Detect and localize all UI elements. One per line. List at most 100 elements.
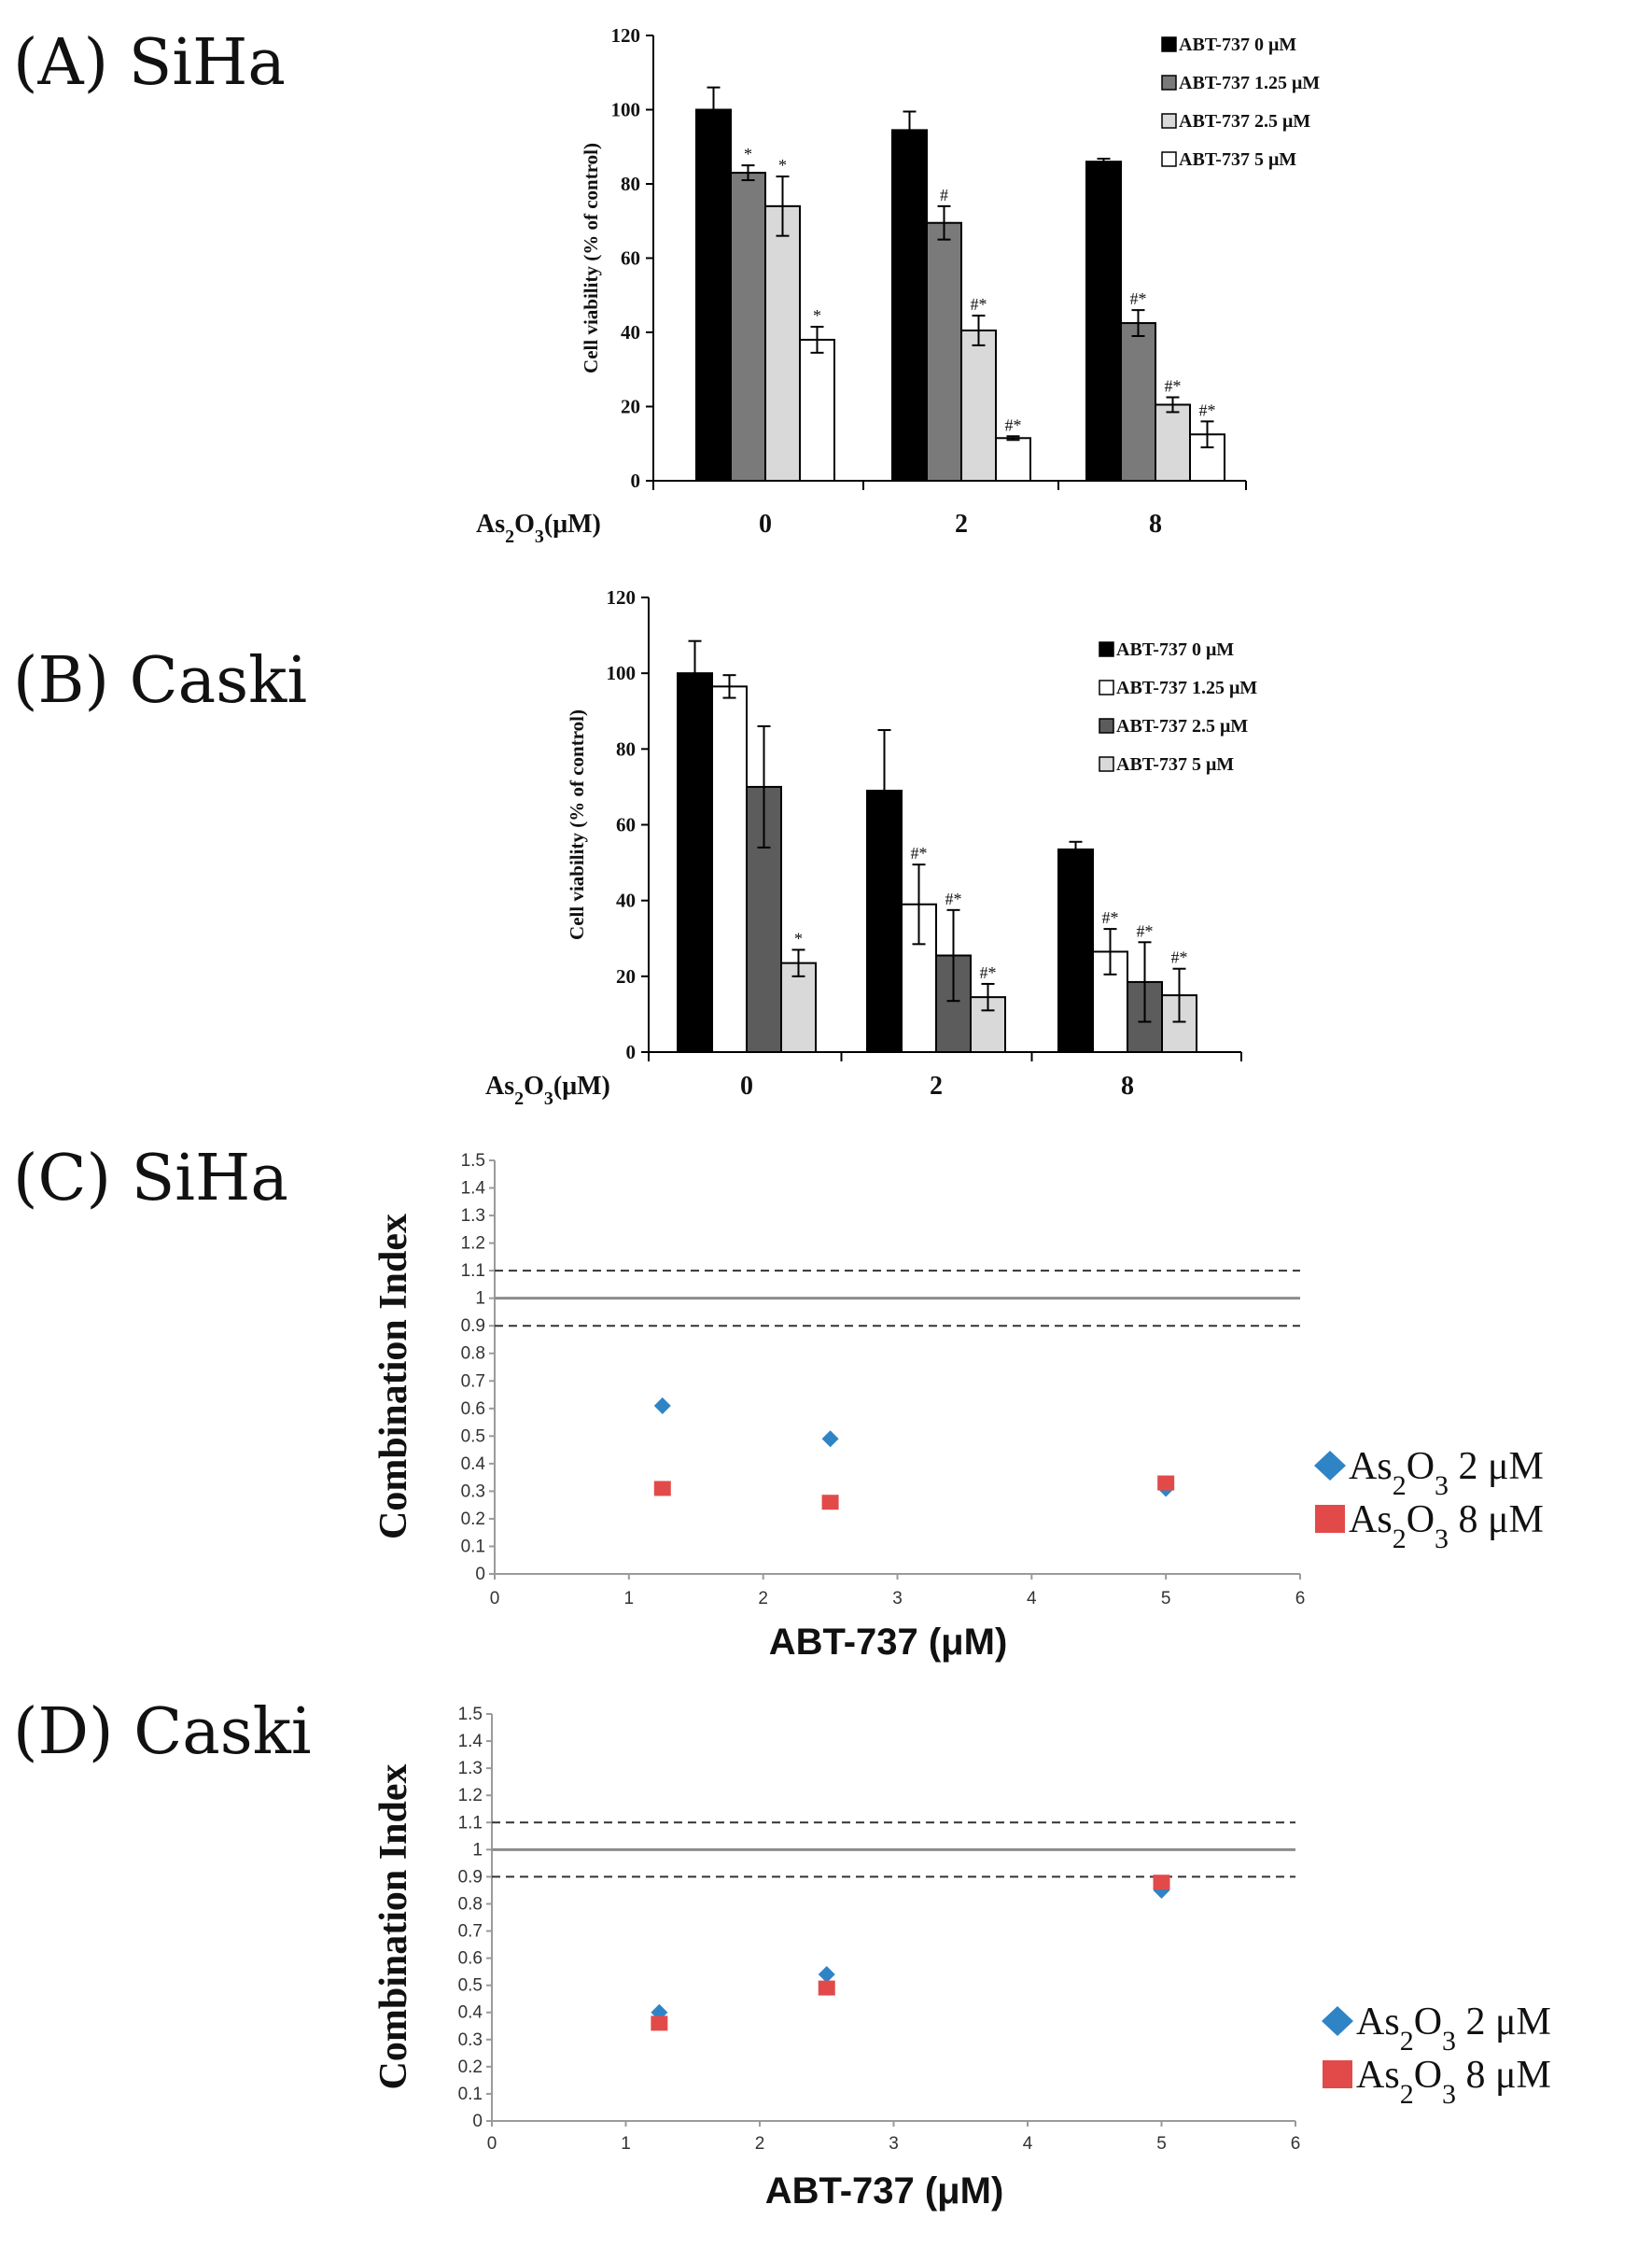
bar	[1057, 848, 1094, 1053]
y-tick-label: 1.4	[458, 1732, 483, 1751]
bar	[764, 204, 801, 482]
significance-label: #	[940, 186, 948, 204]
x-tick-label: 6	[1295, 1589, 1306, 1608]
text-part: As	[1356, 2054, 1400, 2097]
x-tick-label: 3	[889, 2134, 899, 2154]
subscript: 2	[505, 527, 514, 547]
significance-label: #*	[911, 844, 928, 863]
significance-label: *	[813, 306, 821, 325]
text-part: As	[485, 1072, 514, 1101]
y-tick-label: 1.4	[461, 1179, 486, 1199]
x-tick-label: 2	[755, 2134, 765, 2154]
subscript: 3	[535, 527, 544, 547]
data-point	[651, 2015, 668, 2031]
text-part: O	[1414, 2054, 1442, 2097]
y-tick-label: 40	[621, 321, 640, 344]
text-part: O	[1407, 1498, 1435, 1541]
y-tick-label: 120	[607, 586, 637, 609]
significance-label: #*	[1130, 289, 1147, 308]
significance-label: #*	[945, 890, 962, 908]
y-tick-label: 20	[616, 965, 636, 988]
y-tick-label: 0.3	[461, 1482, 485, 1501]
subscript: 3	[544, 1088, 553, 1109]
bar	[1085, 161, 1122, 482]
legend-label: ABT-737 0 μM	[1116, 639, 1234, 660]
y-tick-label: 100	[611, 99, 641, 121]
x-tick-label: 1	[621, 2134, 631, 2154]
y-tick-label: 120	[611, 24, 641, 47]
bar	[1155, 403, 1191, 483]
bar	[799, 338, 835, 483]
bar	[730, 172, 766, 482]
x-tick-label: 3	[892, 1589, 903, 1608]
significance-label: #*	[1102, 908, 1119, 927]
significance-label: #*	[1165, 377, 1182, 396]
x-tick-label: 6	[1291, 2134, 1301, 2154]
y-tick-label: 0.2	[458, 2057, 483, 2077]
x-tick-label: 5	[1161, 1589, 1171, 1608]
y-tick-label: 1.3	[461, 1206, 485, 1226]
data-point	[818, 1966, 835, 1984]
category-label: 8	[1149, 510, 1162, 539]
y-tick-label: 20	[621, 396, 640, 418]
legend-label: As2O3 8 μM	[1356, 2054, 1551, 2110]
significance-label: #*	[980, 963, 997, 982]
subscript: 2	[1400, 2026, 1414, 2057]
y-tick-label: 60	[621, 247, 640, 270]
y-tick-label: 100	[607, 662, 637, 684]
y-tick-label: 0.1	[458, 2085, 483, 2104]
text-part: As	[1349, 1445, 1393, 1488]
y-tick-label: 1.5	[461, 1151, 485, 1171]
y-tick-label: 0.3	[458, 2030, 483, 2050]
panel-label: (B) Caski	[13, 644, 307, 718]
y-axis-label: Combination Index	[372, 1764, 415, 2090]
legend-swatch	[1161, 151, 1177, 167]
y-tick-label: 0.4	[458, 2003, 483, 2023]
significance-label: *	[794, 929, 803, 948]
x-tick-label: 4	[1023, 2134, 1033, 2154]
bar	[695, 108, 732, 482]
category-label: 2	[955, 510, 968, 539]
legend-swatch	[1099, 680, 1114, 695]
subscript: 2	[514, 1088, 524, 1109]
y-tick-label: 1.5	[458, 1705, 483, 1724]
y-tick-label: 0.6	[458, 1949, 483, 1969]
text-part: 2 μM	[1456, 2001, 1551, 2043]
legend-swatch	[1099, 756, 1114, 772]
text-part: (μM)	[544, 510, 601, 539]
y-tick-label: 0.9	[461, 1316, 485, 1336]
y-tick-label: 80	[616, 737, 636, 760]
y-tick-label: 0.8	[458, 1894, 483, 1914]
legend-label: As2O3 8 μM	[1349, 1498, 1544, 1554]
significance-label: #*	[1171, 948, 1188, 967]
y-tick-label: 0.5	[461, 1426, 485, 1446]
legend-label: As2O3 2 μM	[1349, 1445, 1544, 1501]
y-tick-label: 0.5	[458, 1976, 483, 1996]
x-tick-label: 4	[1027, 1589, 1037, 1608]
y-tick-label: 80	[621, 173, 640, 195]
y-tick-label: 0	[475, 1565, 485, 1584]
significance-label: #*	[1199, 400, 1216, 419]
legend-label: ABT-737 1.25 μM	[1179, 73, 1320, 93]
y-tick-label: 0.9	[458, 1867, 483, 1887]
y-tick-label: 0.1	[461, 1537, 485, 1556]
panel-label: (C) SiHa	[13, 1142, 288, 1215]
legend-label: ABT-737 2.5 μM	[1179, 111, 1310, 132]
y-tick-label: 0.7	[458, 1922, 483, 1942]
legend-label: As2O3 2 μM	[1356, 2001, 1551, 2057]
significance-label: *	[778, 156, 787, 175]
legend-label: ABT-737 1.25 μM	[1116, 678, 1257, 698]
text-part: O	[524, 1072, 544, 1101]
ci-chart-c: (C) SiHa 0 0.1 0.2 0.3 0.4 0.5 0.6 0.7 0.8 0.9 1 1.1…	[13, 1142, 1544, 1663]
text-part: O	[1414, 2001, 1442, 2043]
bar	[995, 437, 1031, 483]
y-tick-label: 40	[616, 890, 636, 912]
text-part: 8 μM	[1456, 2054, 1551, 2097]
legend-swatch	[1161, 75, 1177, 91]
legend-swatch	[1161, 36, 1177, 52]
y-tick-label: 1.1	[458, 1813, 483, 1833]
significance-label: #*	[1137, 921, 1154, 940]
subscript: 3	[1442, 2079, 1456, 2110]
data-point	[1157, 1475, 1175, 1491]
y-tick-label: 0.6	[461, 1399, 485, 1419]
